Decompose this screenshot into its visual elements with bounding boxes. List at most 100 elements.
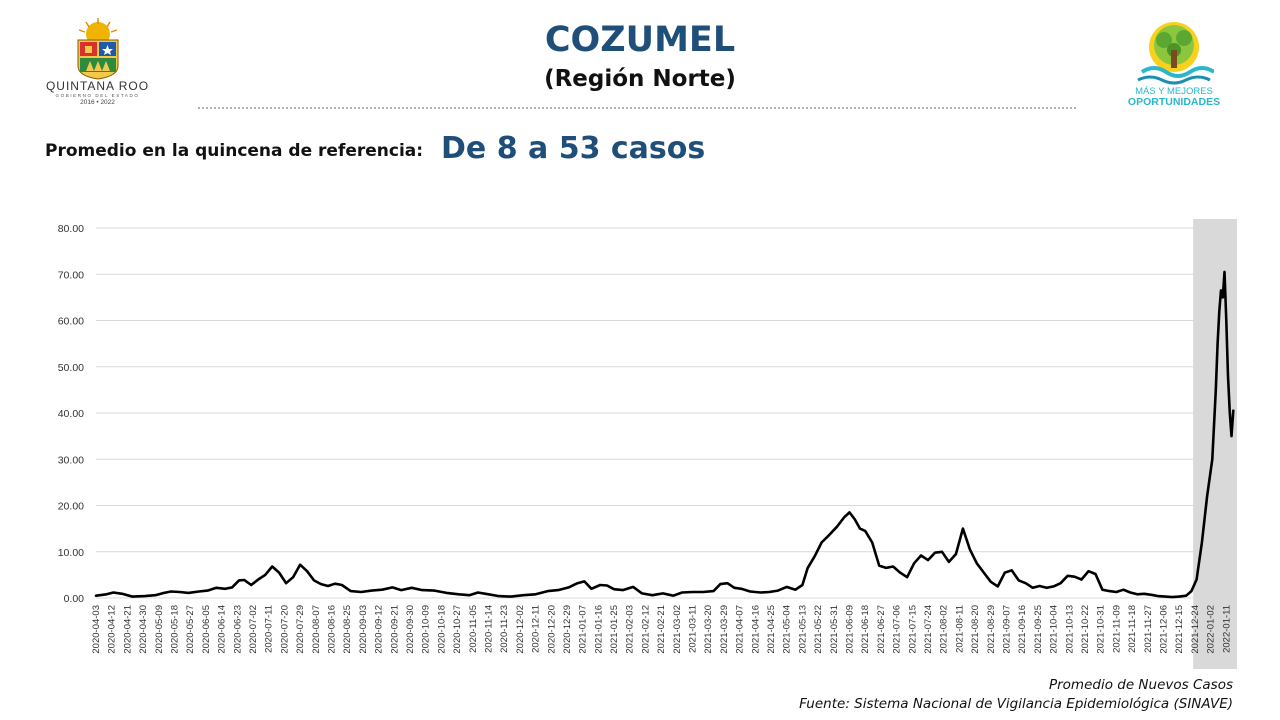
oportunidades-logo: MÁS Y MEJORES OPORTUNIDADES <box>1122 20 1226 114</box>
x-tick-label: 2021-10-31 <box>1096 605 1107 654</box>
x-tick-label: 2021-04-16 <box>750 605 761 654</box>
x-tick-label: 2021-05-31 <box>829 605 840 654</box>
x-tick-label: 2020-10-18 <box>436 605 447 654</box>
left-logo-government: GOBIERNO DEL ESTADO <box>55 93 140 98</box>
y-tick-label: 50.00 <box>58 362 84 374</box>
page-subtitle: (Región Norte) <box>544 66 736 92</box>
chart-caption: Promedio de Nuevos Casos <box>1048 677 1233 693</box>
x-tick-label: 2021-05-04 <box>782 605 793 654</box>
x-tick-label: 2020-06-14 <box>217 605 228 654</box>
y-tick-label: 80.00 <box>58 223 84 235</box>
y-tick-label: 0.00 <box>64 593 85 605</box>
x-tick-label: 2020-07-29 <box>295 605 306 654</box>
y-tick-label: 70.00 <box>58 269 84 281</box>
x-tick-label: 2020-04-30 <box>138 605 149 654</box>
y-tick-label: 30.00 <box>58 454 84 466</box>
x-tick-label: 2020-07-20 <box>279 605 290 654</box>
x-tick-label: 2020-09-21 <box>389 605 400 654</box>
x-tick-label: 2020-12-29 <box>562 605 573 654</box>
series-line <box>94 270 1235 599</box>
x-tick-label: 2021-05-13 <box>797 605 808 654</box>
x-tick-label: 2021-06-09 <box>845 605 856 654</box>
x-tick-label: 2020-11-14 <box>483 605 494 653</box>
x-tick-label: 2020-12-11 <box>531 605 542 653</box>
x-tick-label: 2021-11-09 <box>1111 605 1122 653</box>
highlight-band <box>1193 219 1237 669</box>
x-tick-label: 2020-05-09 <box>154 605 165 654</box>
x-tick-label: 2021-08-29 <box>986 605 997 654</box>
x-tick-label: 2021-06-18 <box>860 605 871 654</box>
right-logo-line2: OPORTUNIDADES <box>1127 96 1221 108</box>
x-tick-label: 2021-01-07 <box>578 605 589 654</box>
x-tick-label: 2020-12-20 <box>546 605 557 654</box>
x-tick-label: 2021-03-29 <box>719 605 730 654</box>
x-tick-label: 2021-09-16 <box>1017 605 1028 654</box>
x-tick-label: 2021-04-25 <box>766 605 777 654</box>
x-tick-label: 2021-12-06 <box>1158 605 1169 654</box>
x-tick-label: 2021-07-24 <box>923 605 934 654</box>
left-logo-years: 2016 • 2022 <box>80 99 115 106</box>
x-tick-label: 2020-09-30 <box>405 605 416 654</box>
x-tick-label: 2020-11-05 <box>468 605 479 653</box>
x-tick-label: 2020-07-11 <box>264 605 275 653</box>
x-tick-label: 2021-08-11 <box>954 605 965 653</box>
x-tick-label: 2021-12-24 <box>1190 605 1201 654</box>
x-tick-label: 2021-10-13 <box>1064 605 1075 654</box>
x-tick-label: 2021-08-02 <box>939 605 950 654</box>
x-tick-label: 2020-08-07 <box>311 605 322 654</box>
right-logo-line1: MÁS Y MEJORES <box>1135 86 1213 97</box>
quintana-roo-logo: QUINTANA ROO GOBIERNO DEL ESTADO 2016 • … <box>40 18 155 112</box>
reference-average-value: De 8 a 53 casos <box>441 131 706 166</box>
x-tick-label: 2020-04-21 <box>122 605 133 654</box>
x-tick-label: 2021-01-16 <box>593 605 604 654</box>
x-tick-label: 2020-05-27 <box>185 605 196 654</box>
reference-average-label: Promedio en la quincena de referencia: <box>45 141 424 161</box>
x-tick-label: 2021-07-15 <box>907 605 918 654</box>
x-tick-label: 2020-08-25 <box>342 605 353 654</box>
x-tick-label: 2021-03-11 <box>688 605 699 653</box>
x-tick-label: 2021-12-15 <box>1174 605 1185 654</box>
x-tick-label: 2021-08-20 <box>970 605 981 654</box>
x-tick-label: 2021-04-07 <box>735 605 746 654</box>
x-tick-label: 2021-09-25 <box>1033 605 1044 654</box>
y-tick-label: 10.00 <box>58 547 84 559</box>
x-tick-label: 2020-10-09 <box>421 605 432 654</box>
left-logo-name: QUINTANA ROO <box>45 79 150 93</box>
x-tick-label: 2020-12-02 <box>515 605 526 654</box>
x-tick-label: 2021-03-20 <box>703 605 714 654</box>
y-tick-label: 20.00 <box>58 501 84 513</box>
x-tick-label: 2021-06-27 <box>876 605 887 654</box>
x-tick-label: 2021-02-21 <box>656 605 667 654</box>
x-tick-label: 2020-09-12 <box>374 605 385 654</box>
x-tick-label: 2021-10-04 <box>1049 605 1060 654</box>
x-tick-label: 2020-04-12 <box>107 605 118 654</box>
x-tick-label: 2021-05-22 <box>813 605 824 654</box>
x-tick-label: 2021-03-02 <box>672 605 683 654</box>
x-tick-label: 2020-06-05 <box>201 605 212 654</box>
x-tick-label: 2020-06-23 <box>232 605 243 654</box>
y-tick-label: 40.00 <box>58 408 84 420</box>
x-tick-label: 2020-08-16 <box>326 605 337 654</box>
x-tick-label: 2022-01-02 <box>1206 605 1217 654</box>
x-tick-label: 2020-05-18 <box>169 605 180 654</box>
data-source: Fuente: Sistema Nacional de Vigilancia E… <box>799 696 1233 712</box>
x-tick-label: 2021-02-12 <box>640 605 651 654</box>
coat-of-arms-icon <box>77 18 118 80</box>
x-tick-label: 2021-02-03 <box>625 605 636 654</box>
x-tick-label: 2022-01-11 <box>1221 605 1232 653</box>
x-tick-label: 2020-09-03 <box>358 605 369 654</box>
x-tick-label: 2021-11-27 <box>1143 605 1154 653</box>
x-tick-label: 2020-11-23 <box>499 605 510 653</box>
x-tick-label: 2021-10-22 <box>1080 605 1091 654</box>
tree-icon <box>1137 22 1214 85</box>
y-tick-label: 60.00 <box>58 316 84 328</box>
x-tick-label: 2020-10-27 <box>452 605 463 654</box>
page-title: COZUMEL <box>544 20 736 60</box>
x-tick-label: 2021-07-06 <box>892 605 903 654</box>
x-tick-label: 2021-01-25 <box>609 605 620 654</box>
header-divider <box>198 107 1076 109</box>
x-tick-label: 2021-11-18 <box>1127 605 1138 653</box>
x-tick-label: 2020-07-02 <box>248 605 259 654</box>
x-tick-label: 2020-04-03 <box>91 605 102 654</box>
